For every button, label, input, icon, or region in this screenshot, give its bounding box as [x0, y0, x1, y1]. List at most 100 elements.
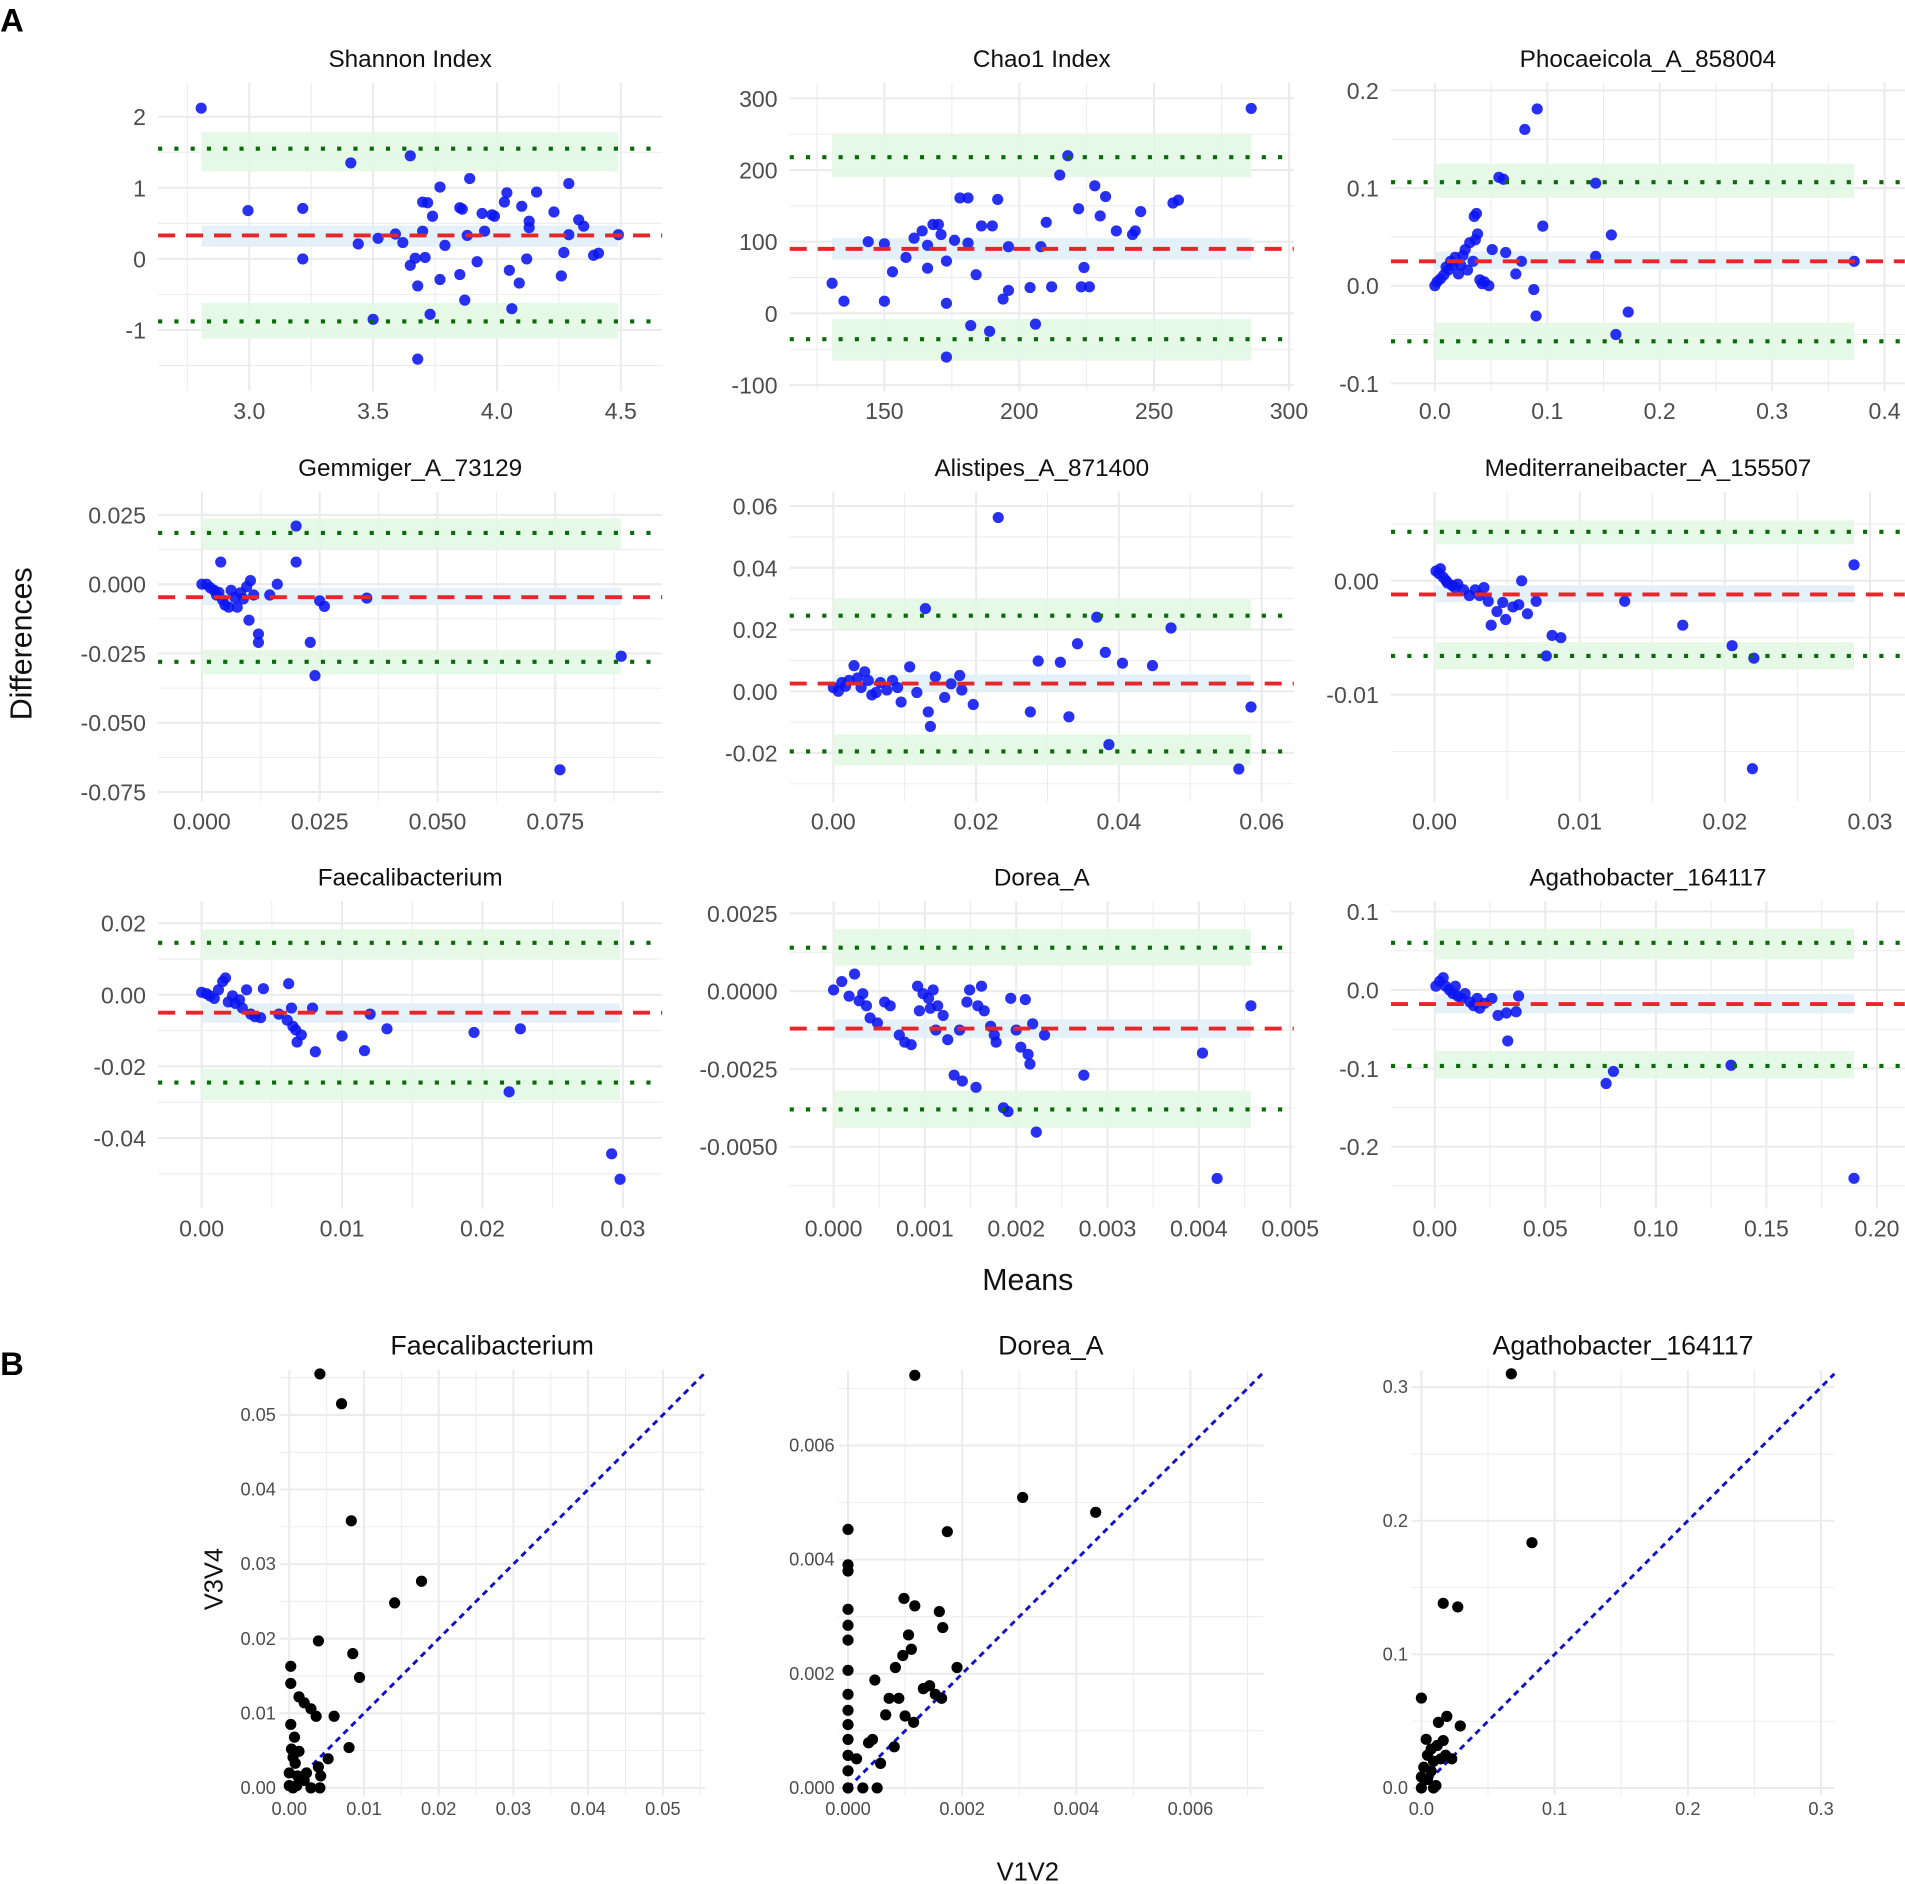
data-point	[1500, 1007, 1513, 1019]
data-point	[909, 1369, 921, 1381]
data-point	[309, 670, 321, 682]
data-point	[1432, 1716, 1445, 1728]
data-point	[358, 1045, 371, 1057]
x-tick-label: 0.02	[1702, 809, 1747, 835]
data-point	[1470, 207, 1483, 220]
data-point	[426, 210, 439, 222]
panel-title: Chao1 Index	[973, 46, 1111, 73]
data-point	[888, 1741, 900, 1753]
data-point	[1030, 1126, 1042, 1138]
data-point	[897, 1649, 909, 1662]
data-point	[397, 236, 409, 249]
data-point	[314, 1368, 326, 1380]
x-tick-label: 0.000	[173, 809, 231, 835]
lower-loa-ci-band	[1434, 322, 1855, 360]
data-point	[842, 1704, 854, 1716]
x-tick-label: 0.2	[1644, 398, 1676, 424]
y-tick-label: 0	[765, 301, 778, 327]
data-point	[919, 602, 931, 615]
data-point	[948, 1069, 960, 1081]
data-point	[305, 1782, 317, 1794]
data-point	[252, 636, 265, 648]
data-point	[1165, 622, 1177, 634]
data-point	[1437, 1734, 1449, 1747]
data-point	[842, 1619, 854, 1631]
data-point	[1677, 619, 1689, 631]
lower-loa-ci-band	[833, 734, 1251, 766]
x-tick-label: 0.20	[1855, 1216, 1900, 1242]
data-point	[293, 1745, 305, 1757]
data-point	[295, 1029, 307, 1041]
y-tick-label: 0.000	[88, 572, 146, 598]
data-point	[941, 1526, 953, 1538]
data-point	[939, 691, 951, 704]
data-point	[827, 984, 840, 996]
data-point	[1038, 1029, 1051, 1041]
x-tick-label: 0.2	[1675, 1799, 1700, 1819]
x-tick-label: 0.00	[179, 1216, 224, 1242]
data-point	[921, 262, 934, 274]
y-tick-label: 2	[133, 104, 146, 130]
data-point	[1540, 650, 1552, 662]
y-tick-label: 0.04	[240, 1480, 275, 1500]
data-point	[1530, 595, 1542, 607]
data-point	[1619, 595, 1631, 607]
y-tick-label: 0	[133, 246, 146, 272]
data-point	[842, 1688, 854, 1700]
data-point	[464, 172, 476, 185]
data-point	[935, 228, 947, 241]
data-point	[826, 277, 838, 289]
data-point	[1129, 225, 1141, 237]
data-point	[1516, 575, 1528, 587]
data-point	[352, 238, 364, 250]
data-point	[1483, 280, 1495, 292]
data-point	[1486, 992, 1498, 1005]
data-point	[1024, 1058, 1036, 1070]
data-point	[956, 684, 968, 696]
x-tick-label: 0.05	[1523, 1216, 1568, 1242]
data-point	[615, 650, 627, 662]
data-point	[1415, 1782, 1427, 1794]
data-point	[975, 220, 988, 232]
x-tick-label: 0.000	[825, 1799, 871, 1819]
data-point	[884, 1000, 896, 1012]
panel-chao1-index: 150 200 250 300 300 200 100 0 -100 Chao1 Index	[731, 46, 1308, 424]
data-point	[1425, 1765, 1437, 1777]
panel-dorea-a: 0.000 0.001 0.002 0.003 0.004 0.005 0.0025 0.00…	[699, 865, 1319, 1242]
y-tick-label: 0.3	[1383, 1377, 1408, 1397]
data-point	[353, 1671, 366, 1684]
data-point	[242, 204, 254, 217]
data-point	[471, 256, 483, 268]
panel-title: Faecalibacterium	[390, 1330, 593, 1360]
x-tick-label: 0.01	[346, 1799, 381, 1819]
data-point	[1421, 1773, 1434, 1786]
data-point	[345, 1515, 357, 1527]
upper-loa-ci-band	[833, 598, 1251, 630]
data-point	[244, 575, 257, 587]
data-point	[548, 206, 560, 218]
data-point	[1420, 1733, 1432, 1745]
x-tick-label: 0.04	[1096, 809, 1141, 835]
identity-line	[288, 1372, 706, 1789]
lower-loa-ci-band	[833, 1090, 1251, 1129]
data-point	[984, 325, 996, 337]
data-point	[419, 251, 431, 264]
data-point	[1491, 605, 1503, 618]
x-tick-label: 0.004	[1170, 1216, 1228, 1242]
data-point	[945, 678, 957, 690]
data-point	[1726, 640, 1738, 652]
data-point	[255, 1012, 267, 1024]
data-point	[297, 253, 309, 265]
data-point	[614, 1173, 626, 1185]
data-point	[859, 666, 871, 678]
data-point	[927, 984, 939, 996]
data-point	[1510, 1006, 1522, 1018]
data-point	[1103, 739, 1115, 751]
data-point	[1019, 994, 1031, 1006]
data-point	[961, 996, 973, 1008]
y-tick-label: 0.03	[240, 1554, 275, 1574]
data-point	[297, 202, 309, 215]
data-point	[1245, 701, 1257, 713]
data-point	[468, 1026, 480, 1038]
x-tick-label: 0.06	[1239, 809, 1284, 835]
